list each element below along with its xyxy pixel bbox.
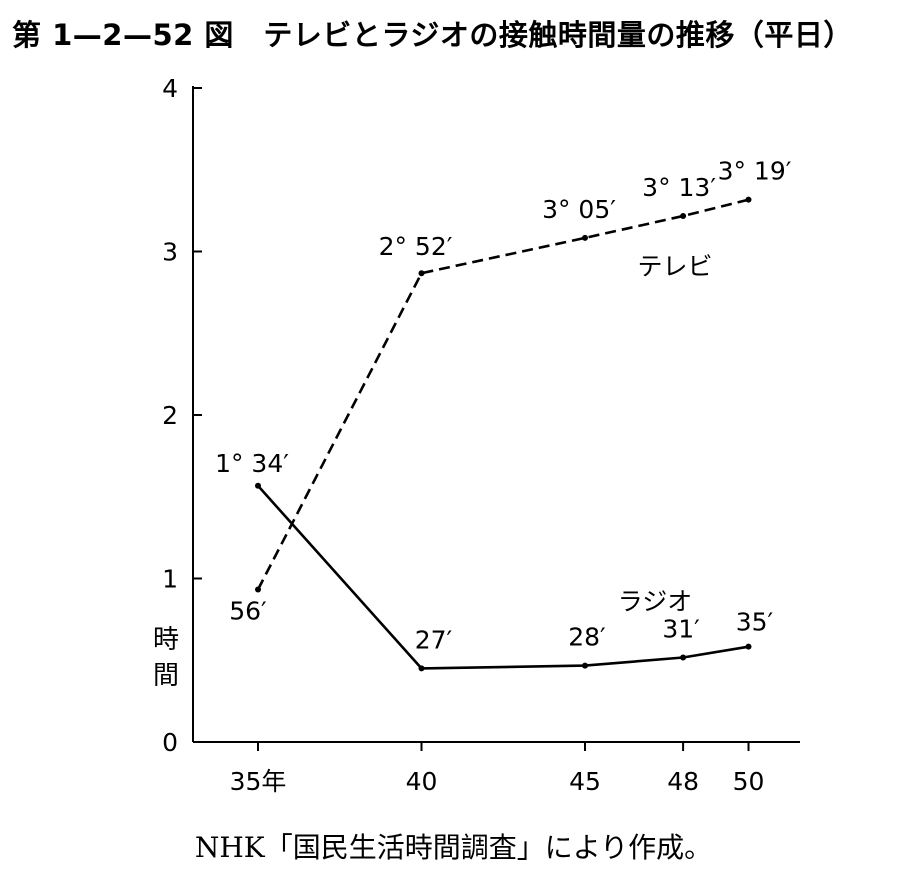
data-labels: 56′ 2° 52′ 3° 05′ 3° 13′3° 19′ テレビ 1° 34′ 27′ 2… <box>215 157 792 655</box>
y-axis-label: 間 <box>153 661 179 691</box>
x-tick-label: 35年 <box>230 767 287 796</box>
data-point <box>418 665 425 672</box>
data-label: 35′ <box>736 608 774 637</box>
data-label: 28′ <box>568 623 606 652</box>
data-point <box>680 654 687 661</box>
data-label: 3° 13′ <box>642 173 716 202</box>
x-tick-label: 50 <box>733 767 765 796</box>
chart-title: 第 1—2—52 図 テレビとラジオの接触時間量の推移（平日） <box>12 18 853 52</box>
data-point <box>582 662 588 669</box>
data-point <box>582 234 588 241</box>
y-tick-label: 0 <box>162 728 178 757</box>
x-tick-label: 48 <box>667 767 699 796</box>
series-label: テレビ <box>637 252 712 281</box>
data-point <box>255 586 261 593</box>
data-point <box>745 196 752 203</box>
data-label: 27′ <box>415 625 453 654</box>
data-point <box>255 482 261 489</box>
y-axis-label: 時 <box>153 625 179 655</box>
data-point <box>745 643 752 650</box>
y-tick-label: 2 <box>162 401 178 430</box>
y-tick-label: 1 <box>162 565 178 594</box>
x-tick-label: 40 <box>406 767 438 796</box>
series-line-tv <box>256 198 749 591</box>
axes: 0 1 2 3 4 時間 35年 40 45 48 50 <box>153 74 800 796</box>
x-tick-label: 45 <box>569 767 601 796</box>
data-label: 3° 05′ <box>542 195 616 224</box>
chart-source-note: NHK「国民生活時間調査」により作成。 <box>194 831 713 864</box>
y-tick-label: 3 <box>162 238 178 267</box>
data-label: 1° 34′ <box>215 449 289 478</box>
series-lines <box>255 196 752 672</box>
y-tick-label: 4 <box>162 74 178 103</box>
data-label: 3° 19′ <box>718 157 792 186</box>
data-point <box>680 213 687 220</box>
data-label: 31′ <box>662 614 700 643</box>
data-label: 2° 52′ <box>379 232 453 261</box>
series-label: ラジオ <box>618 587 693 616</box>
data-point <box>418 270 425 277</box>
data-label: 56′ <box>229 596 267 625</box>
